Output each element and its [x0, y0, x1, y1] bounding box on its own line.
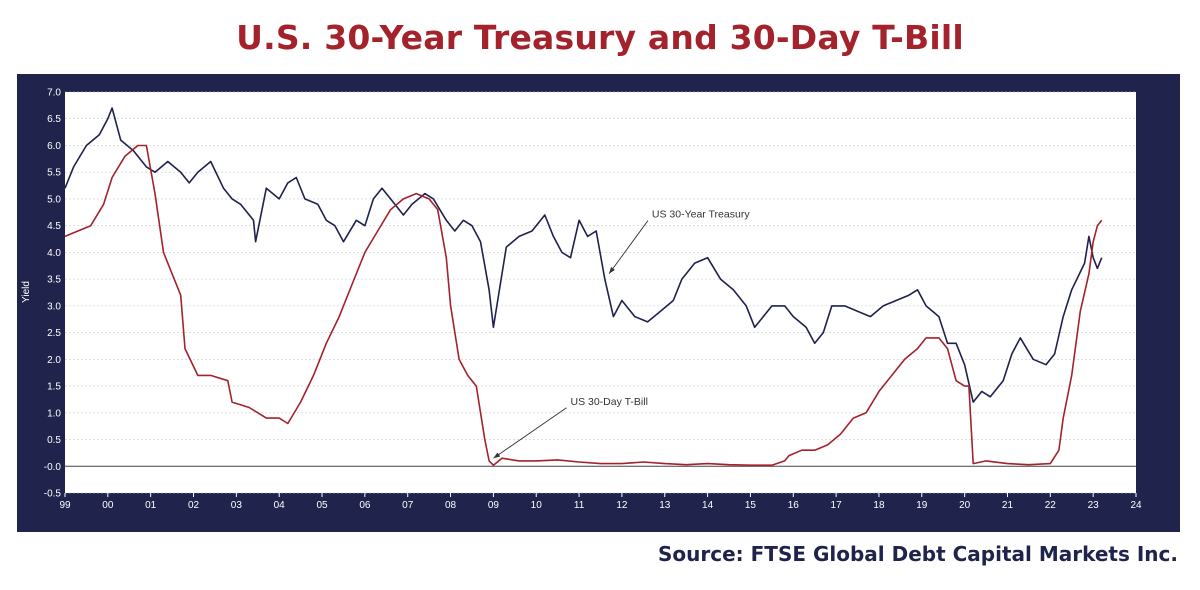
x-tick-label: 22	[1045, 500, 1057, 511]
y-tick-label: 4.5	[47, 221, 61, 232]
series-line-tbill	[64, 144, 1103, 467]
x-tick-label: 07	[402, 500, 414, 511]
plot-area	[65, 92, 1136, 493]
y-tick-label: -0.0	[44, 462, 62, 473]
y-axis-label: Yield	[21, 281, 32, 303]
y-tick-label: 1.0	[47, 408, 61, 419]
y-tick-label: 3.5	[47, 275, 61, 286]
y-tick-label: -0.5	[44, 489, 62, 500]
x-tick-label: 24	[1130, 500, 1142, 511]
line-chart: 7.0 6.5 6.0 5.5 5.0 4.5 4.0 3.5 3.0 2.5 2.0 1.5 1.0 0…	[21, 88, 1142, 512]
x-tick-label: 23	[1088, 500, 1100, 511]
x-tick-label: 99	[59, 500, 71, 511]
annotation-arrow	[608, 220, 649, 275]
x-tick-label: 17	[831, 500, 843, 511]
y-tick-label: 2.0	[47, 355, 61, 366]
x-tick-label: 11	[574, 500, 585, 511]
x-tick-label: 20	[959, 500, 971, 511]
x-tick-label: 05	[316, 500, 328, 511]
source-note: Source: FTSE Global Debt Capital Markets…	[658, 542, 1178, 566]
y-tick-label: 2.5	[47, 328, 61, 339]
y-tick-label: 6.0	[47, 141, 61, 152]
chart-title: U.S. 30-Year Treasury and 30-Day T-Bill	[236, 18, 964, 57]
x-tick-label: 03	[231, 500, 243, 511]
x-tick-label: 09	[488, 500, 500, 511]
x-tick-label: 18	[873, 500, 885, 511]
y-tick-label: 7.0	[47, 88, 61, 99]
x-tick-label: 10	[531, 500, 543, 511]
x-tick-label: 21	[1002, 500, 1014, 511]
y-tick-label: 4.0	[47, 248, 61, 259]
x-tick-label: 15	[745, 500, 757, 511]
x-tick-label: 06	[359, 500, 371, 511]
y-tick-label: 5.0	[47, 194, 61, 205]
x-tick-label: 02	[188, 500, 200, 511]
x-tick-label: 16	[788, 500, 800, 511]
x-tick-label: 13	[659, 500, 671, 511]
x-tick-label: 19	[916, 500, 928, 511]
chart-frame: 7.0 6.5 6.0 5.5 5.0 4.5 4.0 3.5 3.0 2.5 2.0 1.5 1.0 0…	[17, 74, 1180, 532]
x-tick-label: 04	[274, 500, 286, 511]
y-tick-label: 5.5	[47, 168, 61, 179]
annotation-arrowhead	[493, 452, 501, 459]
x-tick-label: 01	[145, 500, 157, 511]
annotation-tbill: US 30-Day T-Bill	[571, 396, 648, 408]
x-tick-label: 12	[616, 500, 628, 511]
annotation-treasury: US 30-Year Treasury	[652, 209, 750, 221]
x-tick-label: 00	[102, 500, 114, 511]
x-tick-label: 14	[702, 500, 714, 511]
annotation-arrowhead	[609, 267, 615, 274]
y-tick-label: 1.5	[47, 382, 61, 393]
y-tick-label: 3.0	[47, 301, 61, 312]
x-tick-label: 08	[445, 500, 457, 511]
y-tick-label: 6.5	[47, 114, 61, 125]
y-tick-label: 0.5	[47, 435, 61, 446]
series-line-treasury	[64, 107, 1103, 403]
annotation-arrow	[493, 407, 567, 459]
